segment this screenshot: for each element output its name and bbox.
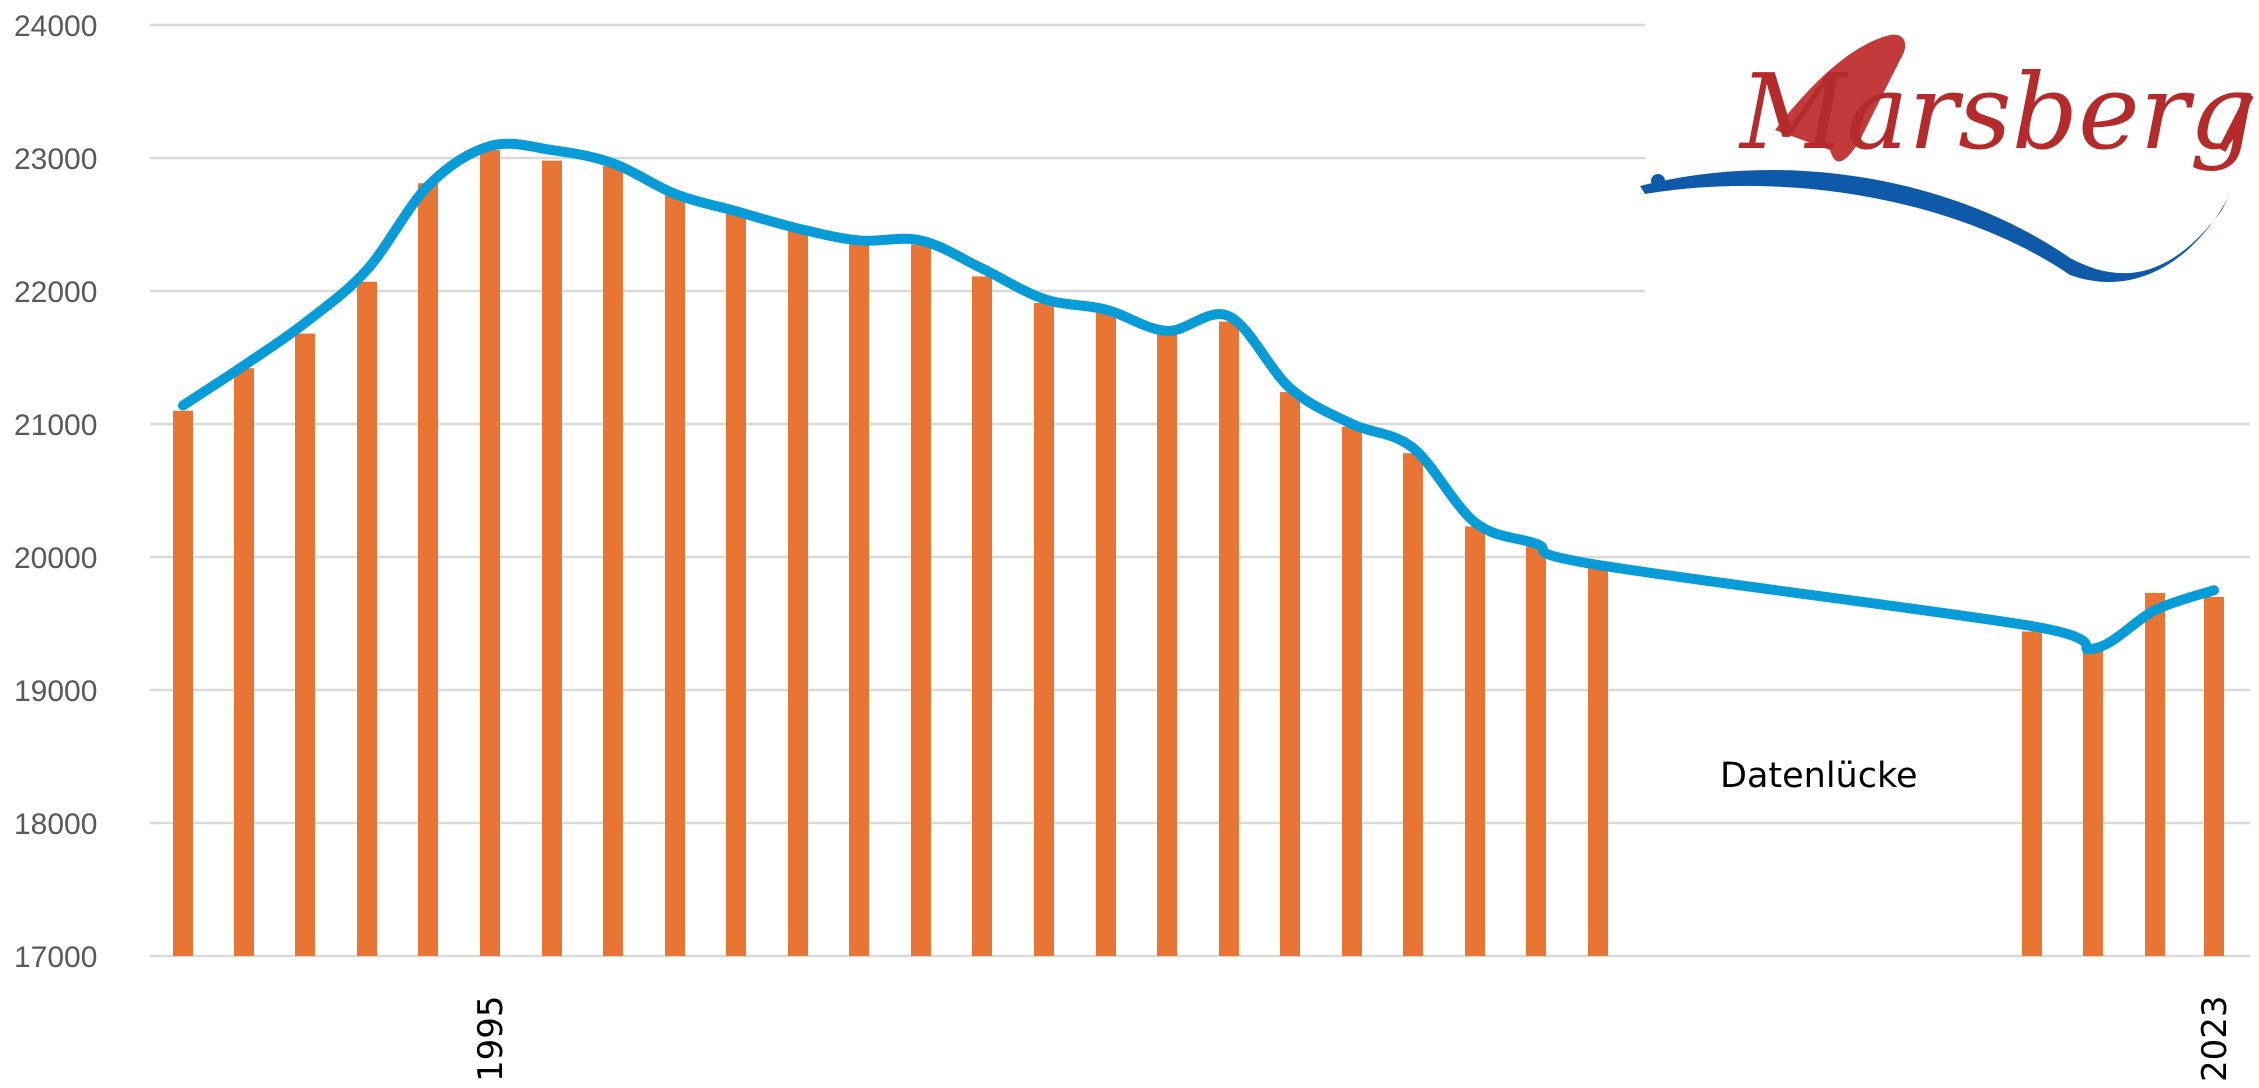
y-tick-label-24000: 24000 bbox=[14, 10, 97, 43]
bar bbox=[1280, 392, 1300, 957]
y-tick-label-17000: 17000 bbox=[14, 941, 97, 974]
bar bbox=[234, 368, 254, 956]
y-tick-label-20000: 20000 bbox=[14, 542, 97, 575]
y-tick-label-21000: 21000 bbox=[14, 409, 97, 442]
bar bbox=[849, 244, 869, 956]
logo-red-stroke bbox=[1775, 34, 1906, 162]
bar bbox=[1403, 453, 1423, 956]
x-tick-label-2023: 2023 bbox=[2195, 995, 2235, 1082]
bar bbox=[2145, 592, 2165, 956]
y-tick-label-23000: 23000 bbox=[14, 143, 97, 176]
bar bbox=[788, 227, 808, 956]
bar-series bbox=[173, 150, 2224, 957]
bar bbox=[1034, 302, 1054, 957]
bar bbox=[1342, 426, 1362, 956]
bar bbox=[357, 281, 377, 956]
bar bbox=[173, 410, 193, 956]
data-gap-annotation: Datenlücke bbox=[1720, 756, 1918, 796]
bar bbox=[542, 160, 562, 956]
bar bbox=[726, 211, 746, 956]
bar bbox=[603, 165, 623, 957]
bar bbox=[2083, 650, 2103, 956]
y-axis-ticks: 17000 18000 19000 20000 21000 22000 23000 24000 bbox=[14, 10, 97, 974]
bar bbox=[665, 195, 685, 957]
bar bbox=[2022, 631, 2042, 956]
x-tick-label-1995: 1995 bbox=[471, 995, 511, 1082]
logo-red-tail bbox=[2218, 93, 2254, 152]
bar bbox=[1157, 333, 1177, 956]
bar bbox=[911, 244, 931, 956]
bar bbox=[1219, 321, 1239, 957]
y-tick-label-18000: 18000 bbox=[14, 808, 97, 841]
bar bbox=[1588, 567, 1608, 956]
bar bbox=[295, 333, 315, 956]
bar bbox=[2204, 596, 2224, 956]
bar bbox=[418, 183, 438, 956]
logo-blue-dot bbox=[1651, 174, 1665, 188]
bar bbox=[1096, 312, 1116, 956]
bar bbox=[1465, 526, 1485, 956]
trend-line bbox=[178, 138, 2219, 655]
bar bbox=[972, 276, 992, 956]
bar bbox=[1526, 546, 1546, 956]
y-tick-label-22000: 22000 bbox=[14, 276, 97, 309]
bar bbox=[480, 150, 500, 956]
marsberg-logo: Marsberg bbox=[1640, 34, 2256, 283]
y-tick-label-19000: 19000 bbox=[14, 675, 97, 708]
logo-blue-swoosh bbox=[1640, 169, 2232, 283]
logo-text: Marsberg bbox=[1738, 51, 2256, 173]
